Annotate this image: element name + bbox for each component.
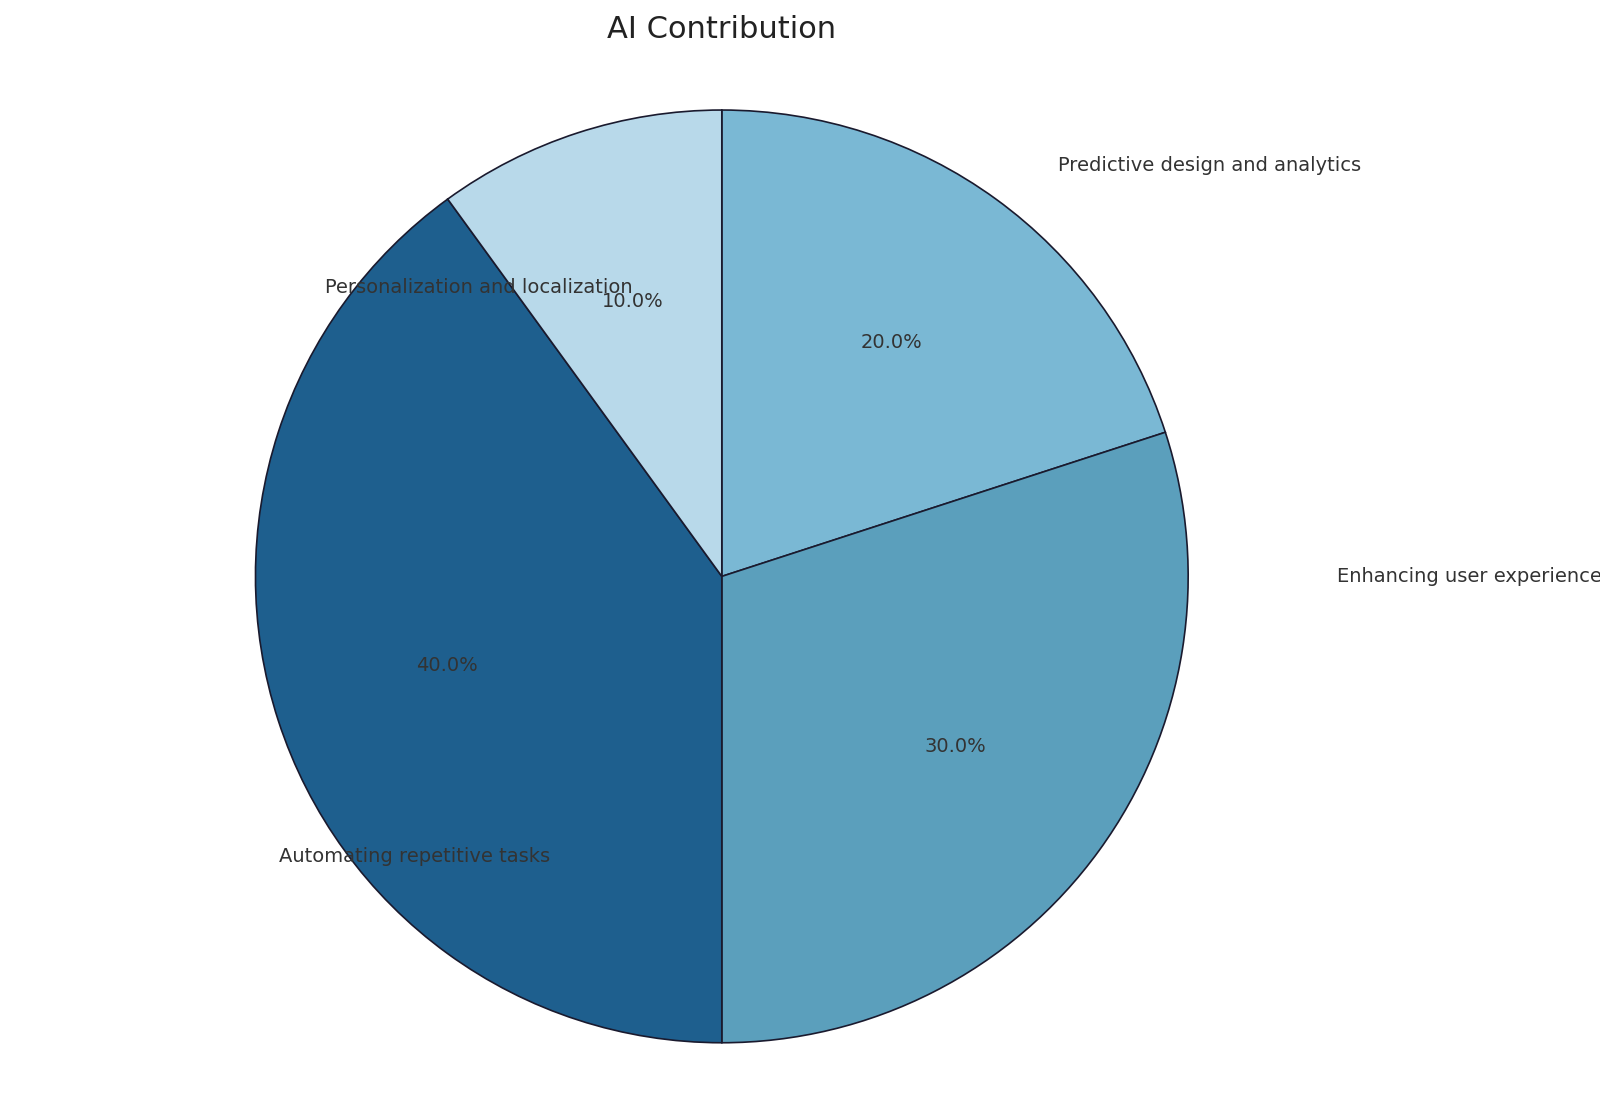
Text: 10.0%: 10.0% xyxy=(602,292,664,311)
Wedge shape xyxy=(448,110,722,576)
Title: AI Contribution: AI Contribution xyxy=(608,15,837,44)
Text: Enhancing user experience: Enhancing user experience xyxy=(1338,566,1600,586)
Text: 20.0%: 20.0% xyxy=(861,333,923,352)
Text: 40.0%: 40.0% xyxy=(416,656,478,676)
Wedge shape xyxy=(256,199,722,1042)
Text: Predictive design and analytics: Predictive design and analytics xyxy=(1058,156,1360,175)
Text: 30.0%: 30.0% xyxy=(925,737,987,756)
Wedge shape xyxy=(722,432,1189,1042)
Wedge shape xyxy=(722,110,1165,576)
Text: Automating repetitive tasks: Automating repetitive tasks xyxy=(278,846,550,866)
Text: Personalization and localization: Personalization and localization xyxy=(325,278,634,296)
